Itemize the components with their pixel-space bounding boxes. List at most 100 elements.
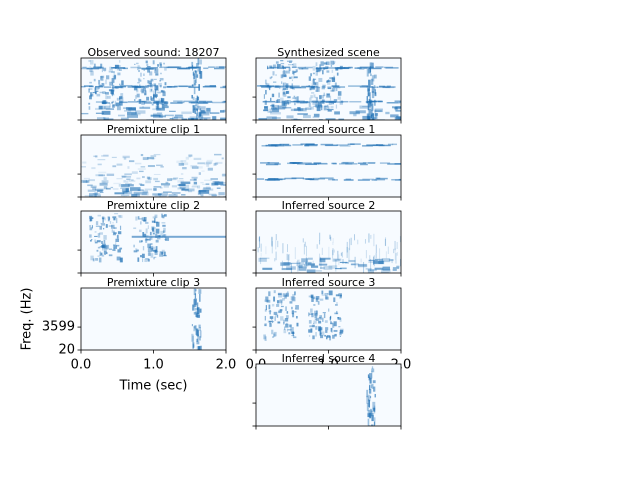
texture	[366, 389, 368, 398]
texture	[285, 315, 289, 319]
texture	[370, 410, 373, 413]
texture	[104, 70, 106, 72]
texture	[156, 221, 160, 227]
texture	[339, 330, 344, 334]
texture	[96, 90, 99, 92]
texture	[154, 214, 158, 218]
texture	[85, 180, 90, 183]
texture	[298, 259, 300, 270]
texture	[141, 240, 143, 242]
texture	[111, 94, 115, 96]
texture	[134, 99, 136, 102]
texture	[373, 117, 376, 120]
texture	[108, 89, 113, 92]
texture	[122, 155, 130, 159]
texture	[191, 94, 193, 99]
texture	[279, 308, 283, 312]
texture	[199, 112, 210, 116]
texture	[178, 163, 185, 166]
texture	[101, 254, 105, 257]
texture	[294, 291, 296, 295]
texture	[282, 82, 284, 88]
texture	[273, 331, 277, 337]
texture	[108, 70, 112, 73]
texture	[333, 297, 336, 303]
texture	[144, 92, 147, 96]
texture	[178, 184, 190, 189]
texture	[120, 194, 130, 197]
texture	[150, 243, 153, 245]
texture	[325, 296, 329, 300]
texture	[374, 108, 383, 113]
texture	[377, 86, 390, 88]
texture	[296, 261, 298, 267]
texture	[142, 176, 145, 179]
texture	[83, 85, 93, 87]
texture	[89, 81, 92, 84]
spectrogram-texture	[81, 153, 226, 197]
texture	[87, 184, 93, 187]
texture	[87, 189, 96, 192]
texture	[368, 385, 371, 390]
texture	[291, 296, 296, 302]
panel-bg	[81, 135, 226, 197]
texture	[367, 89, 370, 97]
texture	[273, 311, 278, 315]
spectrogram-panel: Synthesized scene	[252, 46, 402, 124]
texture	[396, 116, 401, 120]
texture	[115, 241, 117, 246]
texture	[194, 109, 197, 115]
texture	[138, 67, 151, 70]
texture	[319, 64, 322, 69]
texture	[139, 217, 143, 220]
texture	[266, 299, 271, 303]
texture	[171, 192, 181, 194]
texture	[191, 333, 194, 342]
texture	[258, 237, 260, 242]
texture	[370, 412, 374, 416]
texture	[139, 170, 144, 173]
texture	[315, 104, 323, 108]
texture	[272, 71, 275, 76]
texture	[295, 69, 298, 73]
texture	[150, 78, 154, 82]
texture	[371, 62, 374, 69]
texture	[107, 218, 110, 222]
texture	[281, 300, 283, 306]
texture	[271, 303, 275, 307]
texture	[325, 294, 328, 300]
texture	[288, 332, 291, 335]
texture	[110, 186, 114, 189]
texture	[394, 248, 396, 261]
texture	[315, 100, 319, 106]
texture	[325, 118, 336, 120]
texture	[119, 97, 121, 101]
texture	[313, 113, 320, 117]
texture	[154, 250, 158, 255]
texture	[305, 163, 317, 166]
texture	[267, 178, 279, 180]
texture	[103, 239, 106, 244]
texture	[312, 322, 315, 325]
texture	[95, 85, 104, 88]
texture	[109, 81, 113, 86]
texture	[320, 105, 323, 111]
texture	[194, 70, 198, 78]
texture	[95, 225, 100, 227]
texture	[159, 251, 164, 254]
texture	[208, 193, 217, 196]
texture	[111, 224, 115, 229]
texture	[327, 81, 331, 85]
texture	[278, 292, 282, 298]
texture	[339, 163, 353, 165]
texture	[102, 246, 104, 251]
texture	[153, 177, 159, 181]
texture	[101, 180, 109, 184]
texture	[95, 221, 99, 226]
texture	[127, 111, 137, 115]
texture	[81, 112, 89, 115]
texture	[280, 305, 284, 308]
texture	[311, 297, 314, 302]
texture	[328, 101, 332, 105]
texture	[197, 346, 200, 350]
